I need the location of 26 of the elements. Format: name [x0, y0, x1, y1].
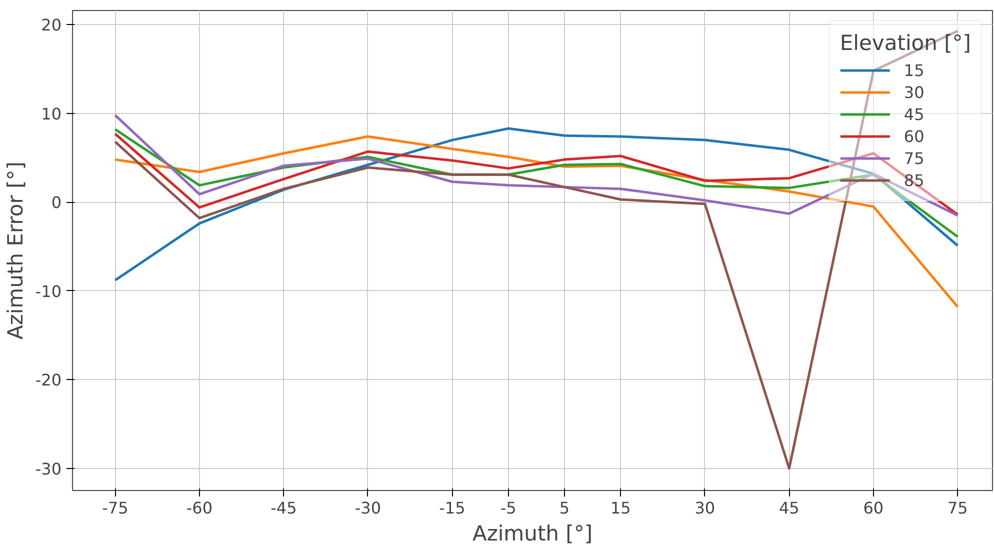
x-tick-label: 75: [947, 498, 968, 518]
x-tick-label: -15: [439, 498, 466, 518]
x-tick-label: -60: [186, 498, 213, 518]
x-tick-label: 30: [694, 498, 716, 518]
legend-label: 15: [904, 60, 924, 80]
legend-label: 75: [904, 148, 924, 168]
y-tick-label: -20: [35, 370, 62, 390]
x-tick-label: 15: [610, 498, 631, 518]
legend-label: 30: [904, 82, 924, 102]
x-tick-label: 60: [863, 498, 884, 518]
x-axis-title: Azimuth [°]: [472, 522, 593, 546]
y-tick-label: 20: [41, 16, 62, 35]
y-tick-label: 0: [51, 193, 62, 212]
x-tick-label: -5: [500, 498, 516, 518]
y-tick-label: 10: [41, 104, 62, 124]
legend-label: 45: [904, 104, 924, 124]
y-tick-label: -10: [35, 282, 62, 301]
x-tick-label: 45: [779, 498, 800, 518]
x-tick-label: -45: [270, 498, 297, 518]
legend-label: 60: [904, 126, 924, 146]
legend-title: Elevation [°]: [840, 31, 971, 55]
y-tick-label: -30: [35, 459, 62, 478]
x-tick-label: -75: [102, 498, 128, 518]
x-tick-label: 5: [559, 498, 570, 518]
x-tick-label: -30: [354, 498, 382, 518]
y-axis-title: Azimuth Error [°]: [3, 162, 28, 340]
